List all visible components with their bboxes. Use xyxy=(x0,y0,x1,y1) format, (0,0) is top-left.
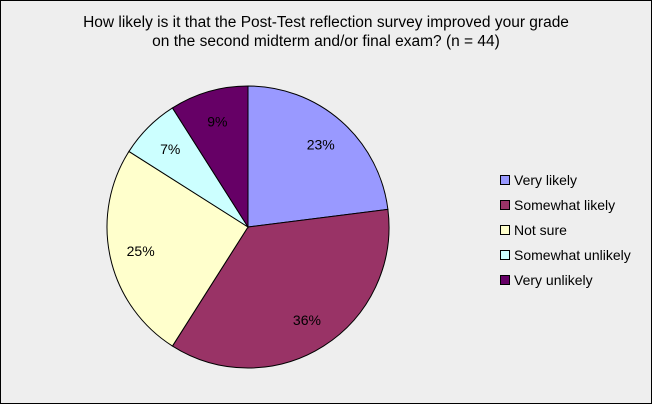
legend-swatch xyxy=(500,250,510,260)
chart-title: How likely is it that the Post-Test refl… xyxy=(41,13,611,51)
legend-item: Very unlikely xyxy=(500,270,593,290)
legend-label: Very likely xyxy=(514,172,578,188)
legend-item: Somewhat unlikely xyxy=(500,245,631,265)
chart-title-line: on the second midterm and/or final exam?… xyxy=(152,33,500,50)
data-label: 9% xyxy=(207,113,227,129)
pie-slice-somewhat-likely xyxy=(171,208,390,369)
pie-slice-not-sure xyxy=(106,150,249,347)
chart-title-line: How likely is it that the Post-Test refl… xyxy=(83,14,569,31)
data-label: 23% xyxy=(307,137,335,153)
legend-swatch xyxy=(500,175,510,185)
pie-slice-very-likely xyxy=(247,85,389,228)
legend-item: Not sure xyxy=(500,220,567,240)
legend-item: Somewhat likely xyxy=(500,195,615,215)
legend-item: Very likely xyxy=(500,170,577,190)
legend-label: Very unlikely xyxy=(514,272,593,288)
legend-label: Somewhat likely xyxy=(514,197,616,213)
legend-label: Somewhat unlikely xyxy=(514,247,631,263)
data-label: 25% xyxy=(127,243,155,259)
legend-label: Not sure xyxy=(514,222,567,238)
pie-slice-very-unlikely xyxy=(171,85,249,229)
legend-swatch xyxy=(500,275,510,285)
legend-swatch xyxy=(500,225,510,235)
data-label: 36% xyxy=(293,312,321,328)
data-label: 7% xyxy=(160,141,180,157)
legend-swatch xyxy=(500,200,510,210)
